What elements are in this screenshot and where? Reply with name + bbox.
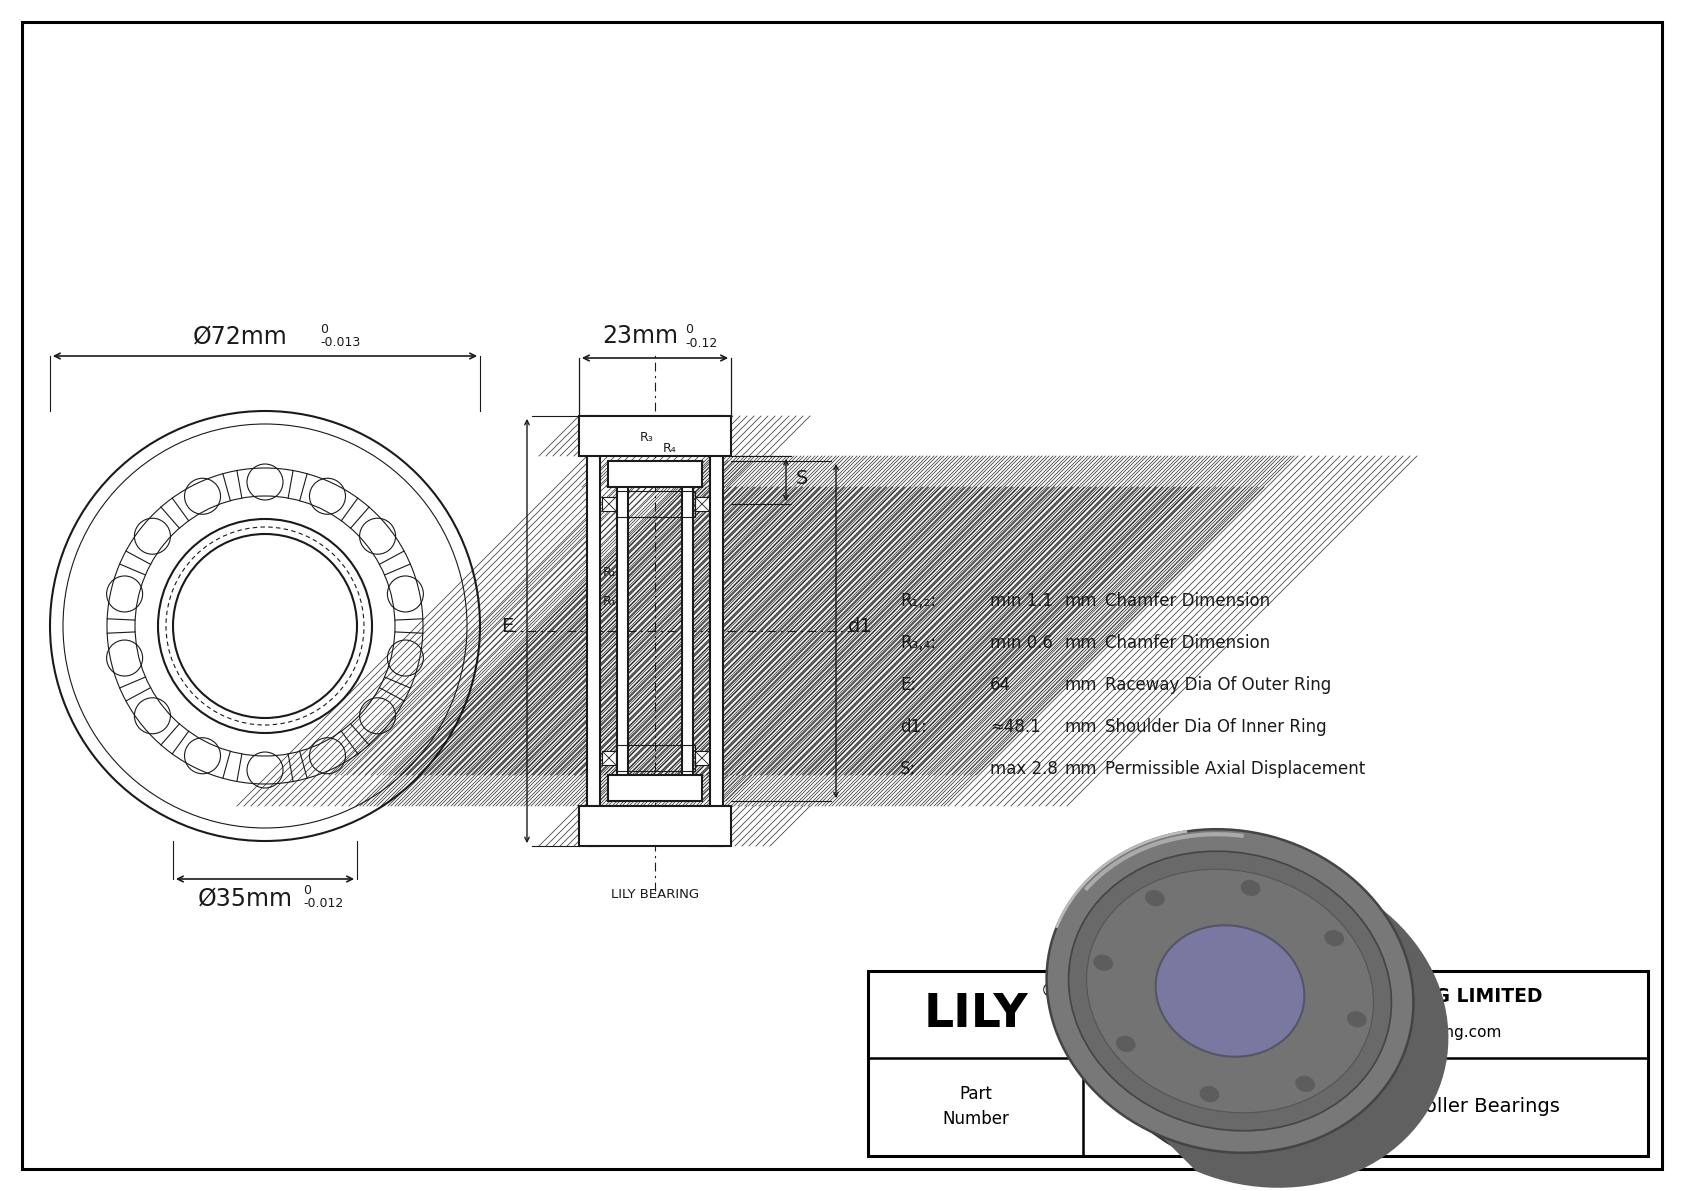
- Ellipse shape: [1295, 1075, 1315, 1092]
- Text: LILY: LILY: [925, 992, 1029, 1037]
- Bar: [616, 746, 695, 771]
- Ellipse shape: [1347, 1011, 1367, 1028]
- Ellipse shape: [1145, 890, 1165, 906]
- Text: min 0.6: min 0.6: [990, 634, 1052, 651]
- Text: Raceway Dia Of Outer Ring: Raceway Dia Of Outer Ring: [1105, 676, 1332, 694]
- Ellipse shape: [1155, 925, 1305, 1056]
- Text: mm: mm: [1064, 760, 1098, 778]
- Ellipse shape: [1324, 930, 1344, 947]
- Bar: [579, 806, 731, 846]
- Text: mm: mm: [1064, 634, 1098, 651]
- Bar: [608, 461, 702, 487]
- Bar: [601, 497, 616, 511]
- Text: d1: d1: [849, 617, 872, 636]
- Text: -0.013: -0.013: [320, 336, 360, 349]
- Text: 0: 0: [303, 884, 312, 897]
- Text: mm: mm: [1064, 676, 1098, 694]
- Text: ≈48.1: ≈48.1: [990, 718, 1041, 736]
- Text: max 2.8: max 2.8: [990, 760, 1058, 778]
- Text: min 1.1: min 1.1: [990, 592, 1052, 610]
- Text: d1:: d1:: [899, 718, 926, 736]
- Ellipse shape: [1116, 1036, 1135, 1052]
- Text: S: S: [797, 468, 808, 487]
- Text: Ø72mm: Ø72mm: [192, 324, 288, 348]
- Ellipse shape: [1086, 869, 1433, 1173]
- Bar: [601, 752, 616, 765]
- Text: -0.12: -0.12: [685, 337, 717, 350]
- Bar: [579, 416, 731, 456]
- Bar: [682, 461, 694, 802]
- Bar: [588, 456, 600, 806]
- Text: R₄: R₄: [663, 442, 677, 455]
- Bar: [616, 487, 628, 775]
- Bar: [682, 487, 694, 775]
- Bar: [711, 416, 722, 846]
- Ellipse shape: [1086, 869, 1374, 1112]
- Bar: [579, 806, 731, 846]
- Text: Ø35mm: Ø35mm: [197, 887, 293, 911]
- Polygon shape: [1162, 846, 1448, 1187]
- Ellipse shape: [1241, 880, 1260, 896]
- Text: Permissible Axial Displacement: Permissible Axial Displacement: [1105, 760, 1366, 778]
- Bar: [695, 752, 709, 765]
- Text: 0: 0: [685, 323, 694, 336]
- Ellipse shape: [1093, 954, 1113, 971]
- Text: SHANGHAI LILY BEARING LIMITED: SHANGHAI LILY BEARING LIMITED: [1189, 987, 1543, 1006]
- Text: ®: ®: [1041, 981, 1058, 999]
- Text: mm: mm: [1064, 718, 1098, 736]
- Text: Chamfer Dimension: Chamfer Dimension: [1105, 634, 1270, 651]
- Text: LILY BEARING: LILY BEARING: [611, 888, 699, 902]
- Text: N 2207 ECM  Cylindrical Roller Bearings: N 2207 ECM Cylindrical Roller Bearings: [1172, 1097, 1559, 1116]
- Bar: [616, 461, 628, 802]
- Text: -0.012: -0.012: [303, 897, 344, 910]
- Text: 23mm: 23mm: [601, 324, 679, 348]
- Text: R₃,₄:: R₃,₄:: [899, 634, 936, 651]
- Bar: [608, 461, 702, 487]
- Bar: [608, 775, 702, 802]
- Bar: [579, 416, 731, 456]
- Text: R₃: R₃: [640, 431, 653, 444]
- Bar: [867, 971, 1649, 1156]
- Text: Shoulder Dia Of Inner Ring: Shoulder Dia Of Inner Ring: [1105, 718, 1327, 736]
- Text: mm: mm: [1064, 592, 1098, 610]
- Bar: [608, 775, 702, 802]
- Ellipse shape: [1199, 1086, 1219, 1102]
- Text: S:: S:: [899, 760, 916, 778]
- Text: E:: E:: [899, 676, 916, 694]
- Ellipse shape: [1069, 852, 1391, 1130]
- Text: R₁: R₁: [603, 566, 616, 579]
- Text: R₁,₂:: R₁,₂:: [899, 592, 936, 610]
- Ellipse shape: [1046, 829, 1413, 1153]
- Text: E: E: [500, 617, 514, 636]
- Text: Email: lilybearing@lily-bearing.com: Email: lilybearing@lily-bearing.com: [1229, 1025, 1500, 1040]
- Text: Chamfer Dimension: Chamfer Dimension: [1105, 592, 1270, 610]
- Bar: [711, 456, 722, 806]
- Bar: [616, 491, 695, 517]
- Bar: [695, 497, 709, 511]
- Text: 64: 64: [990, 676, 1010, 694]
- Text: Part
Number: Part Number: [943, 1085, 1009, 1129]
- Text: R₁: R₁: [603, 596, 616, 607]
- Text: 0: 0: [320, 323, 328, 336]
- Bar: [588, 416, 600, 846]
